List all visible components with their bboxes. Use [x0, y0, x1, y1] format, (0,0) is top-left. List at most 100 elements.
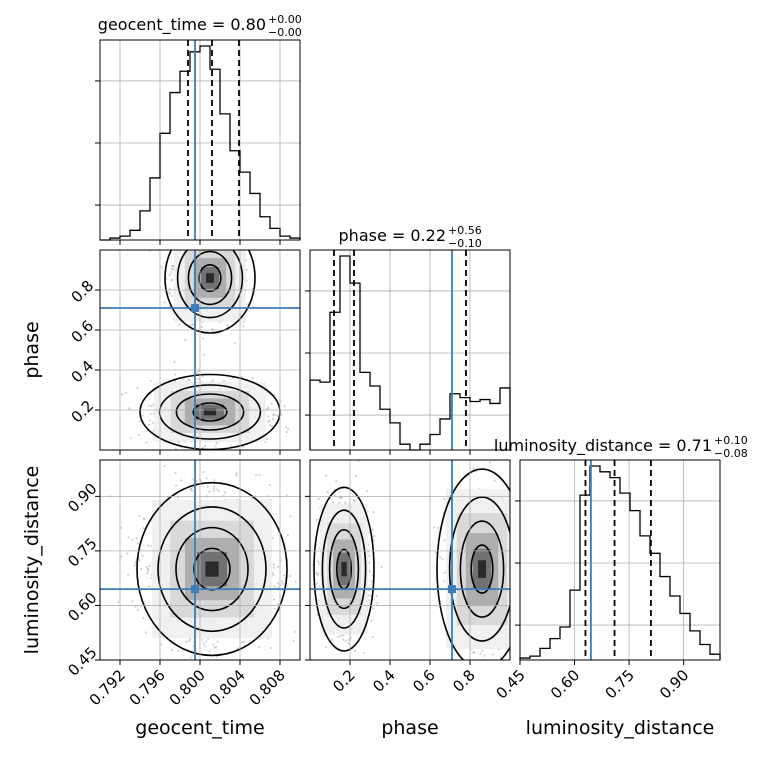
sample-point	[270, 646, 273, 650]
sample-point	[152, 430, 155, 433]
sample-point	[226, 248, 228, 250]
sample-point	[316, 574, 319, 577]
sample-point	[221, 662, 223, 664]
x-tick-label: 0.45	[492, 666, 528, 702]
contour-line	[313, 486, 375, 652]
sample-point	[457, 667, 459, 669]
histogram-step	[519, 465, 721, 660]
sample-point	[465, 476, 468, 479]
sample-point	[357, 460, 360, 463]
y-tick-label: 0.75	[64, 534, 100, 570]
sample-point	[163, 301, 166, 304]
sample-point	[189, 488, 192, 491]
sample-point	[243, 640, 246, 644]
sample-point	[129, 437, 132, 440]
sample-point	[222, 379, 226, 383]
sample-point	[142, 616, 145, 619]
sample-point	[182, 378, 185, 381]
sample-point	[270, 425, 274, 428]
sample-point	[193, 661, 195, 663]
sample-point	[233, 341, 237, 345]
sample-point	[511, 591, 513, 593]
sample-point	[142, 517, 145, 520]
density-cell	[203, 408, 217, 416]
sample-point	[136, 608, 140, 612]
sample-point	[517, 481, 519, 483]
sample-point	[354, 474, 357, 478]
sample-point	[149, 379, 152, 383]
sample-point	[375, 594, 378, 598]
sample-point	[184, 244, 186, 246]
sample-point	[341, 638, 345, 641]
title-upper: +0.10	[714, 434, 748, 447]
sample-point	[149, 412, 152, 415]
sample-point	[138, 558, 141, 562]
x-tick-label: 0.6	[409, 666, 439, 696]
sample-point	[171, 265, 174, 268]
sample-point	[512, 540, 514, 542]
contour-line	[175, 526, 249, 612]
sample-point	[184, 244, 186, 246]
sample-point	[277, 586, 280, 589]
sample-point	[193, 241, 195, 243]
sample-point	[517, 579, 519, 581]
sample-point	[197, 370, 200, 373]
sample-point	[512, 576, 514, 578]
sample-point	[231, 243, 233, 245]
sample-point	[267, 406, 270, 409]
sample-point	[211, 379, 215, 382]
sample-point	[515, 515, 517, 517]
histogram-luminosity-distance	[515, 459, 721, 661]
sample-point	[163, 465, 166, 468]
sample-point	[215, 646, 218, 649]
sample-point	[283, 574, 286, 577]
sample-point	[174, 380, 177, 383]
title-value: geocent_time = 0.80	[98, 15, 266, 35]
sample-point	[442, 580, 445, 583]
sample-point	[483, 680, 485, 682]
sample-point	[271, 571, 274, 575]
sample-point	[294, 580, 297, 583]
density-cell	[341, 561, 347, 577]
sample-point	[268, 419, 271, 422]
contour-line	[328, 529, 360, 610]
sample-point	[212, 489, 216, 492]
sample-point	[224, 491, 227, 494]
sample-point	[270, 402, 273, 405]
sample-point	[344, 501, 347, 504]
histogram-phase	[305, 249, 511, 451]
title-geocent-time: geocent_time = 0.80 +0.00−0.00	[98, 13, 302, 39]
sample-point	[488, 461, 491, 464]
sample-point	[266, 437, 269, 441]
sample-point	[268, 483, 272, 487]
sample-point	[273, 607, 276, 610]
sample-point	[203, 245, 205, 247]
sample-point	[217, 489, 220, 493]
sample-point	[277, 565, 280, 568]
sample-point	[276, 582, 280, 585]
x-axis-label: luminosity_distance	[526, 717, 715, 739]
sample-point	[253, 245, 255, 247]
sample-point	[325, 474, 328, 477]
sample-point	[200, 325, 203, 329]
x-tick-label: 0.8	[449, 666, 479, 696]
scatter-geocent-time-vs-phase	[99, 241, 301, 453]
sample-point	[515, 564, 517, 566]
title-lower: −0.08	[714, 447, 748, 460]
sample-point	[286, 534, 289, 537]
injection-marker	[448, 585, 456, 594]
sample-point	[367, 531, 370, 534]
sample-point	[150, 404, 153, 408]
sample-point	[331, 501, 335, 504]
sample-point	[141, 554, 144, 557]
sample-point	[338, 496, 341, 500]
sample-point	[201, 446, 204, 449]
x-tick-label: 0.60	[547, 666, 583, 702]
sample-point	[196, 451, 198, 453]
sample-point	[131, 600, 134, 603]
sample-point	[136, 386, 139, 390]
injection-marker	[191, 585, 199, 594]
sample-point	[473, 651, 476, 654]
sample-point	[213, 485, 216, 488]
sample-point	[479, 674, 481, 676]
